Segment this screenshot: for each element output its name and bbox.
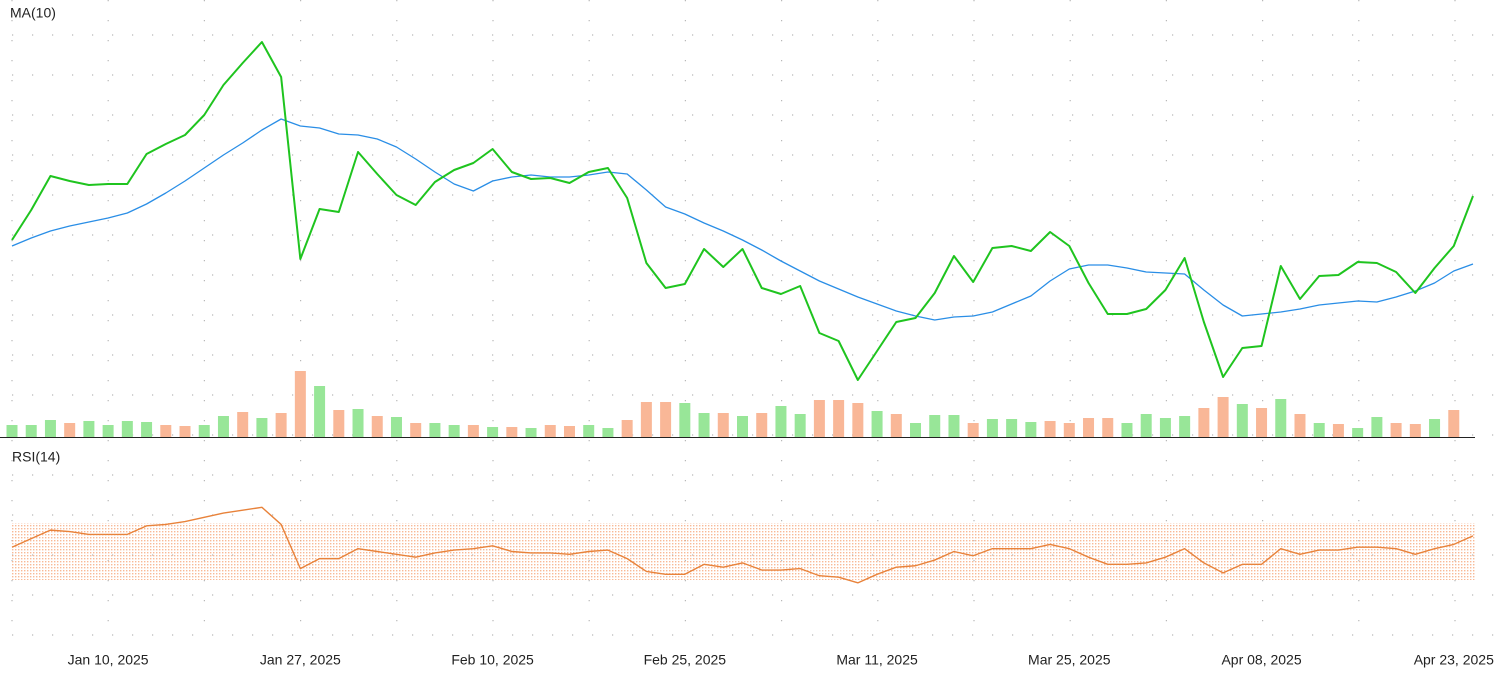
volume-bar bbox=[1006, 419, 1018, 437]
volume-bar bbox=[1236, 404, 1248, 437]
volume-bar bbox=[1409, 424, 1421, 437]
volume-bar bbox=[217, 416, 229, 437]
volume-bar bbox=[871, 411, 883, 437]
volume-bar bbox=[390, 417, 402, 437]
x-tick-label: Mar 11, 2025 bbox=[836, 652, 918, 668]
x-tick-label: Apr 08, 2025 bbox=[1221, 652, 1301, 668]
volume-bar bbox=[660, 402, 672, 437]
volume-bar bbox=[1352, 428, 1364, 437]
volume-bar bbox=[948, 415, 960, 437]
volume-bar bbox=[890, 414, 902, 437]
volume-bar bbox=[1025, 422, 1037, 437]
volume-bar bbox=[852, 403, 864, 437]
volume-bar bbox=[602, 428, 614, 437]
volume-bar bbox=[352, 409, 364, 437]
x-tick-label: Apr 23, 2025 bbox=[1414, 652, 1494, 668]
volume-bar bbox=[410, 423, 422, 437]
volume-bar bbox=[237, 412, 249, 437]
volume-bar bbox=[794, 414, 806, 437]
volume-bar bbox=[314, 386, 326, 437]
volume-bar bbox=[198, 425, 210, 437]
volume-bar bbox=[1102, 418, 1114, 437]
series-line bbox=[11, 506, 1474, 584]
volume-bar bbox=[1198, 408, 1210, 437]
volume-bar bbox=[1140, 414, 1152, 437]
volume-bar bbox=[1159, 418, 1171, 437]
volume-bar bbox=[333, 410, 345, 437]
volume-bar bbox=[1256, 408, 1268, 437]
volume-bar bbox=[160, 425, 172, 437]
volume-bar bbox=[967, 423, 979, 437]
volume-bar bbox=[1371, 417, 1383, 437]
x-tick-label: Jan 10, 2025 bbox=[68, 652, 149, 668]
volume-bar bbox=[929, 415, 941, 437]
volume-bar bbox=[44, 420, 56, 437]
volume-bar bbox=[525, 428, 537, 437]
volume-bar bbox=[83, 421, 95, 437]
volume-bar bbox=[583, 425, 595, 437]
volume-bar bbox=[1044, 421, 1056, 437]
volume-bar bbox=[737, 416, 748, 437]
volume-bar bbox=[1275, 399, 1287, 437]
volume-bar bbox=[448, 425, 460, 437]
x-tick-label: Feb 25, 2025 bbox=[644, 652, 727, 668]
rsi-band bbox=[12, 523, 1475, 580]
volume-bar bbox=[429, 423, 441, 437]
x-tick-label: Feb 10, 2025 bbox=[451, 652, 534, 668]
volume-bar bbox=[1083, 418, 1095, 437]
volume-bar bbox=[833, 400, 845, 437]
volume-bar bbox=[544, 425, 556, 437]
volume-bar bbox=[1217, 397, 1229, 437]
series-line bbox=[11, 118, 1474, 321]
volume-bar bbox=[1179, 416, 1191, 437]
volume-bar bbox=[121, 421, 133, 437]
x-tick-label: Mar 25, 2025 bbox=[1028, 652, 1111, 668]
volume-bar bbox=[487, 427, 499, 437]
panel-title: RSI(14) bbox=[12, 449, 60, 465]
volume-bar bbox=[986, 419, 998, 437]
volume-bar bbox=[756, 413, 768, 437]
series-line bbox=[11, 41, 1474, 381]
volume-bar bbox=[1448, 410, 1460, 437]
volume-bar bbox=[775, 406, 787, 437]
volume-bar bbox=[294, 371, 306, 437]
volume-bar bbox=[371, 416, 383, 437]
volume-bar bbox=[1390, 423, 1402, 437]
volume-bar bbox=[679, 403, 691, 437]
volume-bar bbox=[1121, 423, 1133, 437]
volume-bar bbox=[621, 420, 633, 437]
grid bbox=[11, 0, 1511, 640]
volume-bar bbox=[141, 422, 153, 437]
volume-bar bbox=[275, 413, 287, 437]
volume-bar bbox=[698, 413, 710, 437]
volume-bar bbox=[6, 425, 18, 437]
volume-bar bbox=[467, 425, 479, 437]
volume-bar bbox=[813, 400, 825, 437]
panel-title: MA(10) bbox=[10, 5, 56, 21]
volume-bar bbox=[1429, 419, 1441, 437]
volume-bar bbox=[1063, 423, 1075, 437]
volume-bar bbox=[563, 426, 575, 437]
volume-bar bbox=[640, 402, 652, 437]
x-tick-label: Jan 27, 2025 bbox=[260, 652, 341, 668]
volume-bar bbox=[717, 413, 729, 437]
volume-bar bbox=[64, 423, 76, 437]
volume-bar bbox=[1313, 423, 1325, 437]
volume-bar bbox=[1332, 424, 1344, 437]
volume-bar bbox=[506, 427, 518, 437]
volume-bar bbox=[910, 423, 922, 437]
volume-bar bbox=[1294, 414, 1306, 437]
volume-bar bbox=[102, 425, 114, 437]
volume-bar bbox=[256, 418, 268, 437]
volume-bar bbox=[25, 425, 37, 437]
volume-bar bbox=[179, 426, 191, 437]
